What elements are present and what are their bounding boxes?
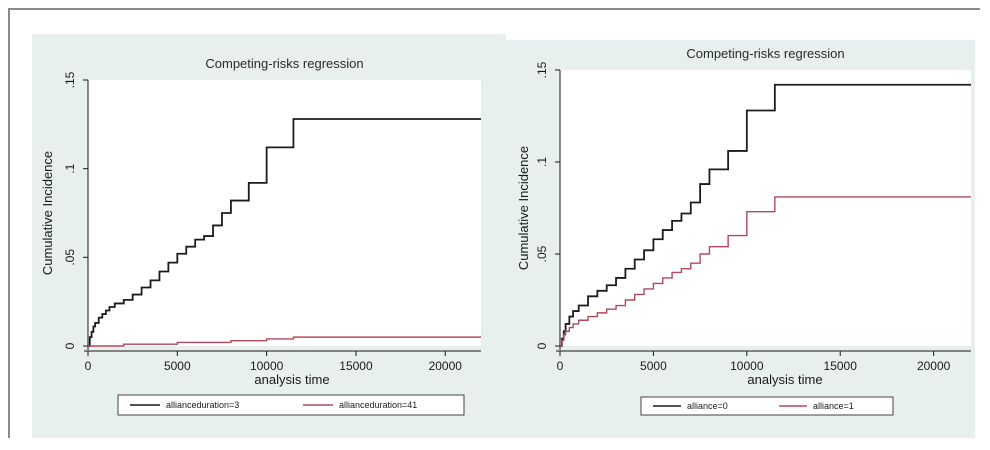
- y-tick-label: .05: [63, 249, 77, 266]
- legend-label-1: allianceduration=3: [166, 400, 239, 410]
- x-tick-label: 15000: [824, 359, 858, 373]
- y-axis-label: Cumulative Incidence: [516, 146, 531, 270]
- x-tick-label: 20000: [429, 359, 463, 373]
- legend-label-2: alliance=1: [813, 401, 854, 411]
- series-line-1: [560, 83, 971, 347]
- legend-label-1: alliance=0: [687, 401, 728, 411]
- x-axis-label: analysis time: [254, 372, 329, 387]
- legend-label-2: allianceduration=41: [339, 400, 417, 410]
- chart-title: Competing-risks regression: [686, 46, 844, 61]
- x-tick-label: 10000: [730, 359, 764, 373]
- series-line-2: [88, 336, 481, 347]
- x-tick-label: 20000: [917, 359, 951, 373]
- x-tick-label: 15000: [339, 359, 373, 373]
- y-tick-label: .15: [535, 61, 549, 78]
- plot-area: [560, 70, 971, 346]
- legend-box: [117, 394, 465, 416]
- y-tick-label: .1: [63, 163, 77, 173]
- y-tick-label: 0: [535, 342, 549, 349]
- x-tick-label: 0: [85, 359, 92, 373]
- x-tick-label: 10000: [250, 359, 284, 373]
- chart-left: Competing-risks regression 0 .05 .1 .15 0 5000…: [32, 34, 506, 438]
- figure-frame: Competing-risks regression 0 .05 .1 .15 0 5000…: [8, 8, 980, 438]
- x-tick-label: 5000: [164, 359, 191, 373]
- y-tick-label: 0: [63, 342, 77, 349]
- x-tick-label: 0: [557, 359, 564, 373]
- plot-area: [88, 80, 481, 346]
- x-axis-label: analysis time: [747, 372, 822, 387]
- series-line-1: [88, 118, 481, 347]
- y-tick-label: .05: [535, 245, 549, 262]
- legend-box: [640, 396, 894, 416]
- y-tick-label: .1: [535, 157, 549, 167]
- y-axis-label: Cumulative Incidence: [40, 151, 55, 275]
- y-tick-label: .15: [63, 71, 77, 88]
- chart-right: Competing-risks regression 0 .05 .1 .15 0 5000…: [506, 40, 975, 438]
- chart-title: Competing-risks regression: [205, 56, 363, 71]
- series-line-2: [560, 196, 971, 347]
- x-tick-label: 5000: [640, 359, 667, 373]
